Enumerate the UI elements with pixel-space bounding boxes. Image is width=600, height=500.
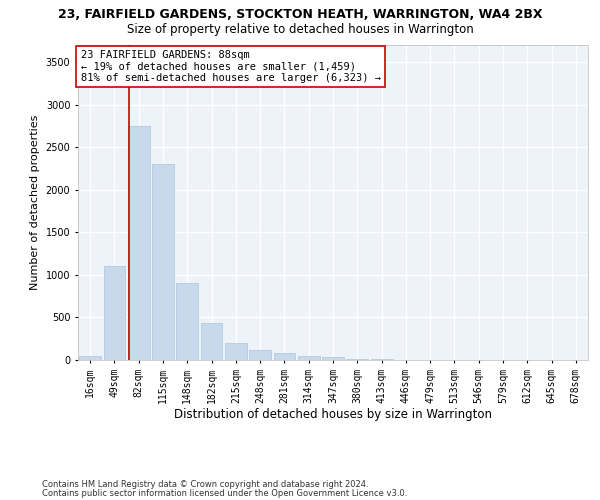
Bar [128, 126, 149, 360]
Bar [79, 356, 101, 360]
Text: Contains HM Land Registry data © Crown copyright and database right 2024.: Contains HM Land Registry data © Crown c… [42, 480, 368, 489]
Bar [274, 353, 295, 360]
X-axis label: Distribution of detached houses by size in Warrington: Distribution of detached houses by size … [174, 408, 492, 422]
Bar [298, 356, 320, 360]
Bar [152, 164, 174, 360]
Text: 23, FAIRFIELD GARDENS, STOCKTON HEATH, WARRINGTON, WA4 2BX: 23, FAIRFIELD GARDENS, STOCKTON HEATH, W… [58, 8, 542, 20]
Bar [346, 358, 368, 360]
Bar [225, 343, 247, 360]
Bar [200, 324, 223, 360]
Y-axis label: Number of detached properties: Number of detached properties [30, 115, 40, 290]
Bar [176, 284, 198, 360]
Text: Contains public sector information licensed under the Open Government Licence v3: Contains public sector information licen… [42, 489, 407, 498]
Bar [104, 266, 125, 360]
Text: 23 FAIRFIELD GARDENS: 88sqm
← 19% of detached houses are smaller (1,459)
81% of : 23 FAIRFIELD GARDENS: 88sqm ← 19% of det… [80, 50, 380, 83]
Text: Size of property relative to detached houses in Warrington: Size of property relative to detached ho… [127, 22, 473, 36]
Bar [249, 350, 271, 360]
Bar [322, 358, 344, 360]
